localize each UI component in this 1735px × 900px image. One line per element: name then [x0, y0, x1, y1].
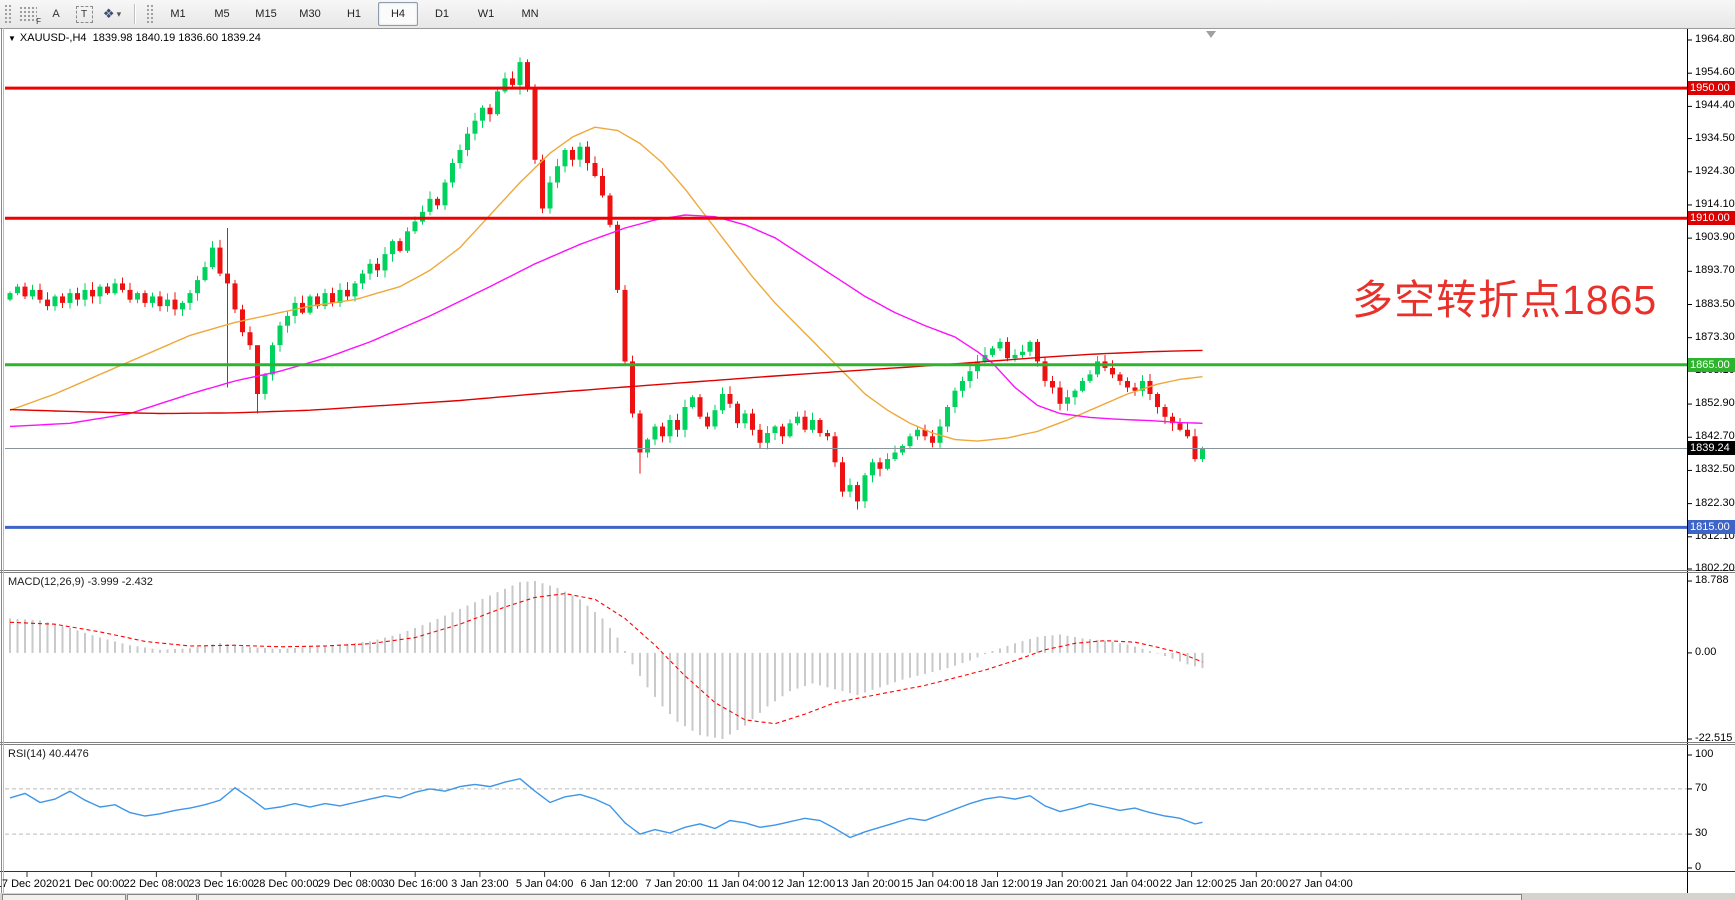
time-tick-label: 15 Jan 04:00 — [900, 878, 965, 890]
price-level-label: 1815.00 — [1688, 520, 1735, 535]
axis-tick-label: 1883.50 — [1695, 297, 1735, 310]
axis-tick-label: 1964.80 — [1695, 33, 1735, 45]
chart-plot[interactable] — [0, 28, 1735, 900]
grid-f-icon[interactable]: F — [16, 2, 41, 26]
symbol-title: XAUUSD-,H4 — [19, 32, 87, 44]
tf-button-MN[interactable]: MN — [521, 8, 539, 20]
axis-tick-label: 1822.30 — [1695, 496, 1735, 509]
axis-tick-label: 1842.70 — [1695, 430, 1735, 443]
time-tick-label: 29 Dec 08:00 — [317, 878, 384, 890]
time-tick-label: 21 Dec 00:00 — [58, 878, 125, 890]
axis-tick-label: 1954.60 — [1695, 66, 1735, 79]
axis-tick-label: 1802.20 — [1695, 562, 1735, 574]
tf-button-W1[interactable]: W1 — [477, 8, 495, 20]
axis-tick-label: 1852.90 — [1695, 397, 1735, 410]
bottom-tab[interactable] — [198, 894, 1522, 900]
arrow-tools-button[interactable]: ❖ ▾ — [100, 2, 124, 26]
axis-tick-label: 1924.30 — [1695, 164, 1735, 177]
time-tick-label: 22 Dec 08:00 — [123, 878, 190, 890]
axis-tick-label: 1893.70 — [1695, 264, 1735, 277]
annotation-a-button[interactable]: A — [44, 2, 68, 26]
axis-tick-label: 70 — [1695, 781, 1708, 794]
annotation-text: 多空转折点1865 — [1352, 277, 1658, 323]
axis-tick-label: 1944.40 — [1695, 99, 1735, 112]
time-tick-label: 21 Jan 04:00 — [1095, 878, 1159, 890]
time-tick-label: 25 Jan 20:00 — [1224, 878, 1289, 890]
time-tick-label: 22 Jan 12:00 — [1159, 878, 1224, 890]
text-box-button[interactable]: T — [72, 2, 96, 26]
time-tick-label: 17 Dec 2020 — [0, 878, 59, 890]
toolbar-separator — [134, 4, 136, 24]
tf-button-H4[interactable]: H4 — [378, 2, 418, 26]
time-tick-label: 30 Dec 16:00 — [382, 878, 448, 890]
price-level-label: 1950.00 — [1688, 81, 1735, 96]
timeframe-bar: M1 M5 M15 M30 H1 H4 D1 W1 MN — [156, 2, 552, 26]
time-tick-label: 27 Jan 04:00 — [1289, 878, 1353, 890]
timeframe-drag-handle[interactable] — [146, 4, 154, 24]
axis-tick-label: 1934.50 — [1695, 131, 1735, 144]
time-tick-label: 6 Jan 12:00 — [580, 878, 639, 890]
time-tick-label: 3 Jan 23:00 — [451, 878, 509, 890]
chart-window: ▼ XAUUSD-,H4 1839.98 1840.19 1836.60 1839… — [0, 28, 1735, 893]
text-box-icon: T — [75, 5, 93, 23]
time-tick-label: 28 Dec 00:00 — [253, 878, 319, 890]
axis-tick-label: 0.00 — [1695, 645, 1717, 658]
axis-tick-label: 0 — [1695, 861, 1702, 873]
annotation-a-label: A — [52, 8, 60, 20]
tf-button-M1[interactable]: M1 — [170, 8, 186, 20]
tf-button-D1[interactable]: D1 — [434, 8, 450, 20]
time-tick-label: 7 Jan 20:00 — [645, 878, 703, 890]
axis-tick-label: -22.515 — [1695, 732, 1733, 745]
price-level-label: 1910.00 — [1688, 211, 1735, 226]
time-tick-label: 18 Jan 12:00 — [965, 878, 1030, 890]
tf-button-H1[interactable]: H1 — [346, 8, 362, 20]
axis-tick-label: 18.788 — [1695, 574, 1729, 587]
time-tick-label: 11 Jan 04:00 — [707, 878, 771, 890]
chart-header: ▼ XAUUSD-,H4 1839.98 1840.19 1836.60 1839… — [8, 32, 261, 44]
axis-tick-label: 1903.90 — [1695, 231, 1735, 244]
rsi-panel-title: RSI(14) 40.4476 — [8, 748, 89, 760]
axis-tick-label: 1873.30 — [1695, 330, 1735, 343]
axis-tick-label: 30 — [1695, 827, 1708, 840]
time-tick-label: 12 Jan 12:00 — [771, 878, 836, 890]
price-level-label: 1865.00 — [1688, 357, 1735, 372]
arrow-tools-icon: ❖ — [102, 6, 115, 21]
toolbar-drag-handle[interactable] — [4, 4, 12, 24]
bottom-tab[interactable] — [2, 894, 126, 900]
bottom-tab-strip — [0, 893, 1735, 900]
time-tick-label: 19 Jan 20:00 — [1030, 878, 1094, 890]
bottom-tab[interactable] — [127, 894, 197, 900]
axis-tick-label: 100 — [1695, 748, 1714, 760]
toolbar: F A T ❖ ▾ M1 M5 M15 M30 H1 H4 D1 W1 MN — [0, 0, 1735, 29]
macd-panel-title: MACD(12,26,9) -3.999 -2.432 — [8, 576, 153, 588]
axis-tick-label: 1914.10 — [1695, 197, 1735, 210]
price-level-label: 1839.24 — [1688, 441, 1735, 456]
grid-f-label: F — [36, 17, 41, 26]
time-tick-label: 5 Jan 04:00 — [515, 878, 574, 890]
time-tick-label: 23 Dec 16:00 — [188, 878, 254, 890]
tf-button-M5[interactable]: M5 — [214, 8, 230, 20]
chart-shift-marker — [1206, 31, 1216, 38]
tf-button-M30[interactable]: M30 — [299, 8, 321, 20]
ohlc-values: 1839.98 1840.19 1836.60 1839.24 — [92, 32, 261, 44]
tf-button-M15[interactable]: M15 — [255, 8, 277, 20]
time-tick-label: 13 Jan 20:00 — [836, 878, 900, 890]
symbol-dropdown-icon[interactable]: ▼ — [8, 34, 16, 43]
chevron-down-icon[interactable]: ▾ — [116, 8, 122, 19]
axis-tick-label: 1832.50 — [1695, 463, 1735, 476]
